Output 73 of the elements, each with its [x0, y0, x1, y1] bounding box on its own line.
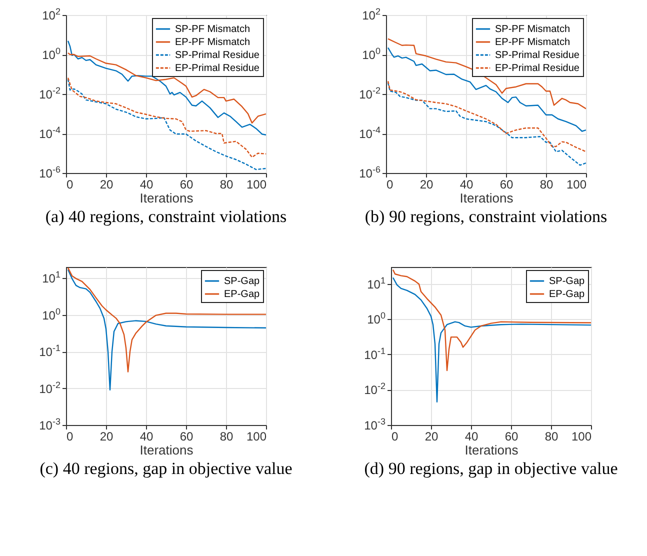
x-axis-title: Iterations: [140, 190, 194, 206]
y-tick-label: 10$^{1}$: [42, 270, 60, 286]
x-tick-label: 60: [180, 178, 194, 192]
y-tick-label: 10$^{-3}$: [364, 416, 386, 432]
x-tick-label: 80: [220, 430, 234, 444]
y-tick-label: 10$^{-6}$: [359, 164, 380, 180]
line-series: [67, 52, 266, 124]
legend-label: SP-Primal Residue: [495, 50, 580, 61]
y-tick-label: 10$^{2}$: [362, 6, 380, 22]
x-tick-label: 60: [504, 430, 518, 444]
x-tick-label: 100: [571, 430, 592, 444]
x-tick-label: 40: [460, 178, 474, 192]
x-tick-label: 0: [66, 430, 74, 444]
y-tick-label: 10$^{0}$: [362, 46, 380, 62]
legend-label: EP-Gap: [549, 289, 586, 300]
y-tick-label: 10$^{-4}$: [359, 125, 380, 141]
legend-label: EP-Primal Residue: [175, 63, 260, 74]
y-tick-label: 10$^{0}$: [42, 46, 60, 62]
line-series: [387, 82, 586, 166]
x-tick-label: 80: [220, 178, 234, 192]
text: (b) 90 regions, constraint violations: [364, 207, 608, 226]
x-tick-label: 100: [246, 178, 267, 192]
y-tick-label: 10$^{0}$: [367, 310, 386, 327]
x-axis-title: Iterations: [140, 442, 194, 458]
legend-label: SP-Primal Residue: [175, 50, 260, 61]
line-series: [392, 277, 591, 403]
legend-label: EP-PF Mismatch: [175, 37, 250, 48]
x-tick-label: 0: [392, 430, 398, 444]
legend-label: SP-Gap: [224, 276, 260, 287]
y-tick-label: 10$^{2}$: [42, 6, 60, 22]
legend-label: EP-Primal Residue: [495, 63, 580, 74]
line-series: [392, 269, 591, 372]
text: (c) 40 regions, gap in objective value: [40, 459, 292, 478]
x-tick-label: 0: [66, 178, 74, 192]
y-tick-label: 10$^{-6}$: [39, 164, 60, 180]
legend-label: SP-PF Mismatch: [175, 24, 250, 35]
line-series: [387, 47, 586, 132]
y-tick-label: 10$^{-1}$: [39, 343, 60, 360]
x-tick-label: 40: [464, 430, 478, 444]
y-tick-label: 10$^{1}$: [367, 275, 386, 292]
line-series: [67, 268, 266, 391]
x-tick-label: 100: [246, 430, 267, 444]
legend-label: SP-Gap: [549, 276, 586, 287]
x-tick-label: 40: [140, 430, 154, 444]
x-tick-label: 80: [544, 430, 558, 444]
line-series: [67, 267, 266, 372]
x-tick-label: 60: [180, 430, 194, 444]
line-series: [387, 80, 586, 152]
y-tick-label: 10$^{-3}$: [39, 416, 60, 432]
legend-label: SP-PF Mismatch: [495, 24, 570, 35]
x-tick-label: 40: [140, 178, 154, 192]
x-axis-title: Iterations: [460, 190, 514, 206]
legend-label: EP-PF Mismatch: [495, 37, 570, 48]
y-tick-label: 10$^{0}$: [42, 306, 60, 322]
x-tick-label: 20: [420, 178, 434, 192]
line-series: [387, 38, 586, 110]
x-tick-label: 20: [100, 178, 114, 192]
y-tick-label: 10$^{-2}$: [39, 86, 60, 102]
text: (a) 40 regions, constraint violations: [45, 207, 287, 226]
y-tick-label: 10$^{-2}$: [364, 381, 386, 398]
y-tick-label: 10$^{-1}$: [364, 346, 386, 362]
y-tick-label: 10$^{-2}$: [359, 86, 380, 102]
text: (d) 90 regions, gap in objective value: [364, 459, 618, 478]
x-tick-label: 20: [100, 430, 114, 444]
y-tick-label: 10$^{-2}$: [39, 380, 60, 396]
y-tick-label: 10$^{-4}$: [39, 125, 60, 141]
x-tick-label: 100: [566, 178, 587, 192]
x-tick-label: 0: [386, 178, 394, 192]
x-tick-label: 60: [500, 178, 514, 192]
x-axis-title: Iterations: [464, 442, 519, 458]
x-tick-label: 80: [540, 178, 554, 192]
legend-label: EP-Gap: [224, 289, 260, 300]
x-tick-label: 20: [424, 430, 438, 444]
